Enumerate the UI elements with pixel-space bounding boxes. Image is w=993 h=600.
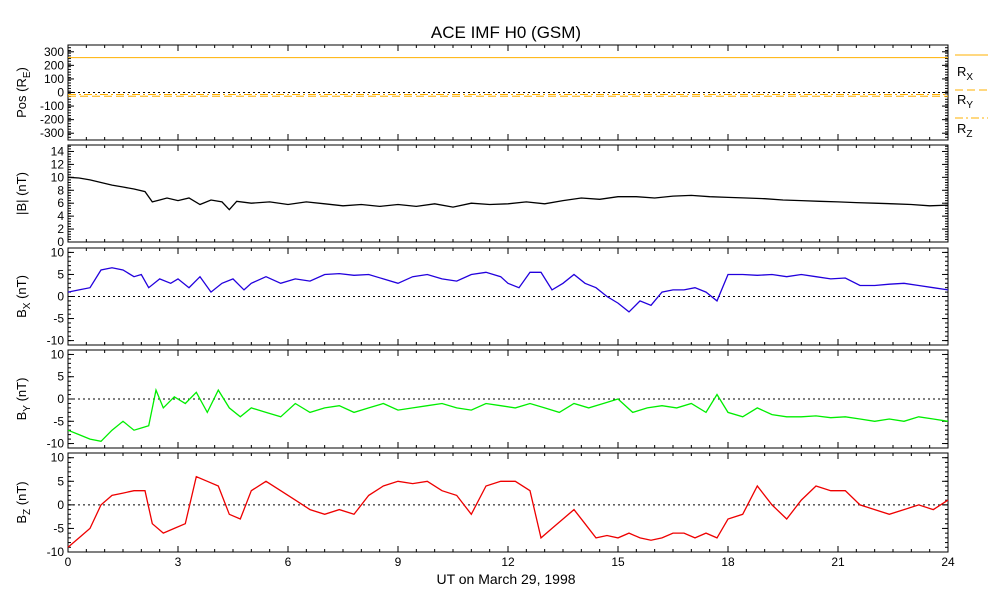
y-tick-label: -5 xyxy=(53,521,64,535)
y-tick-label: -10 xyxy=(47,545,65,559)
y-label-sub: X xyxy=(22,302,33,309)
x-tick-label: 12 xyxy=(501,555,515,569)
y-tick-label: 12 xyxy=(51,157,65,171)
y-tick-label: -5 xyxy=(53,414,64,428)
x-tick-label: 24 xyxy=(941,555,955,569)
legend-label-rz: RZ xyxy=(957,121,973,140)
y-axis-label-bz: BZ (nT) xyxy=(14,481,33,523)
legend-sub: Z xyxy=(966,129,972,140)
panel-by: 10 5 0 -5 -10 BY (nT) xyxy=(14,347,949,451)
x-tick-label: 9 xyxy=(395,555,402,569)
series-line-bx xyxy=(67,267,949,313)
x-tick-label: 6 xyxy=(285,555,292,569)
panel-bz: 10 5 0 -5 -10 BZ (nT) xyxy=(14,451,949,559)
x-tick-label: 0 xyxy=(65,555,72,569)
series-line-by xyxy=(67,387,949,443)
panel-frame-bz xyxy=(67,452,949,553)
y-label-text: Pos (R xyxy=(14,78,29,118)
y-tick-label: 200 xyxy=(44,58,64,72)
y-label-text: B xyxy=(14,515,29,524)
legend-sub: Y xyxy=(966,100,973,111)
y-tick-label: 300 xyxy=(44,45,64,59)
y-axis-label-by: BY (nT) xyxy=(14,378,33,421)
y-label-end: (nT) xyxy=(14,275,29,302)
y-tick-label: 10 xyxy=(51,170,65,184)
y-axis-label-pos: Pos (RE) xyxy=(14,67,33,118)
y-label-end: ) xyxy=(14,67,29,71)
y-tick-label: 14 xyxy=(51,144,65,158)
y-tick-label: -5 xyxy=(53,312,64,326)
x-tick-labels: 0 3 6 9 12 15 18 21 24 xyxy=(65,555,955,569)
x-tick-label: 18 xyxy=(721,555,735,569)
y-label-text: |B| (nT) xyxy=(14,172,29,215)
y-tick-label: 8 xyxy=(57,183,64,197)
legend-sub: X xyxy=(966,72,973,83)
y-label-text: B xyxy=(14,309,29,318)
y-tick-label: 100 xyxy=(44,72,64,86)
y-tick-label: -10 xyxy=(47,437,65,451)
x-tick-label: 3 xyxy=(175,555,182,569)
y-tick-label: 0 xyxy=(57,235,64,249)
series-line-bz xyxy=(67,475,949,548)
y-tick-label: 10 xyxy=(51,347,65,361)
x-tick-label: 21 xyxy=(831,555,845,569)
y-tick-label: 5 xyxy=(57,267,64,281)
y-label-sub: E xyxy=(22,71,33,78)
y-axis-label-bx: BX (nT) xyxy=(14,275,33,318)
y-tick-label: 10 xyxy=(51,451,65,465)
legend-main: R xyxy=(957,64,966,79)
y-tick-label: -200 xyxy=(40,113,64,127)
y-tick-label: 10 xyxy=(51,245,65,259)
y-label-text: B xyxy=(14,412,29,421)
y-label-sub: Y xyxy=(22,405,33,412)
panel-bx: 10 5 0 -5 -10 BX (nT) xyxy=(14,245,949,348)
y-tick-label: 5 xyxy=(57,370,64,384)
y-label-sub: Z xyxy=(22,509,33,515)
legend-main: R xyxy=(957,121,966,136)
legend-label-ry: RY xyxy=(957,92,973,111)
series-line-bmag xyxy=(67,176,949,211)
legend-label-rx: RX xyxy=(957,64,973,83)
legend-main: R xyxy=(957,92,966,107)
y-tick-label: 0 xyxy=(57,86,64,100)
y-tick-label: 4 xyxy=(57,209,64,223)
y-axis-label-bmag: |B| (nT) xyxy=(14,172,29,215)
panel-frame-bmag xyxy=(67,144,949,243)
y-tick-label: -100 xyxy=(40,99,64,113)
y-tick-label: 2 xyxy=(57,222,64,236)
y-label-end: (nT) xyxy=(14,378,29,405)
y-tick-label: 0 xyxy=(57,498,64,512)
y-tick-label: -10 xyxy=(47,334,65,348)
x-axis-label: UT on March 29, 1998 xyxy=(436,571,575,587)
y-tick-label: 0 xyxy=(57,392,64,406)
chart-title: ACE IMF H0 (GSM) xyxy=(431,23,581,42)
y-tick-label: 6 xyxy=(57,196,64,210)
y-tick-label: 5 xyxy=(57,474,64,488)
x-tick-label: 15 xyxy=(611,555,625,569)
y-tick-label: -300 xyxy=(40,126,64,140)
y-label-end: (nT) xyxy=(14,481,29,508)
y-tick-label: 0 xyxy=(57,290,64,304)
